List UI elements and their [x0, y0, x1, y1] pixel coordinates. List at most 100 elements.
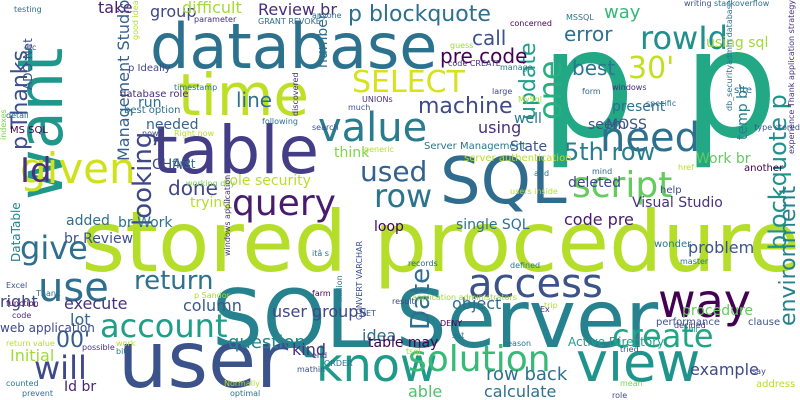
word-account: account: [100, 307, 228, 345]
word-group: group: [150, 2, 197, 21]
word-help: help: [660, 185, 682, 196]
word-work: work: [116, 339, 136, 348]
word-know: know: [316, 338, 438, 392]
word-take: take: [98, 0, 133, 17]
word-visual-studio: Visual Studio: [632, 195, 723, 211]
word-result: result: [392, 297, 415, 306]
word-right-now: Right now: [174, 129, 215, 138]
word-return: return: [134, 266, 214, 296]
word-using: using: [478, 118, 522, 137]
word-reason: reason: [504, 339, 532, 348]
word-million: million: [335, 275, 344, 302]
word-active-directory: Active Directory: [568, 335, 665, 349]
word-pre-code: pre code: [440, 44, 528, 68]
word-site: site: [734, 85, 753, 96]
word-table-may: table may: [368, 335, 439, 351]
word-anyone: anyone: [312, 11, 342, 20]
word-best-option: best option: [124, 105, 181, 116]
word-generic: generic: [364, 145, 394, 154]
word-prevent: prevent: [22, 389, 53, 398]
word-able: able: [408, 382, 443, 400]
word-guess: guess: [450, 41, 474, 50]
word-column: column: [183, 296, 242, 315]
word-initial: Initial: [10, 346, 55, 365]
word-user: user: [118, 316, 289, 400]
word-given: given: [20, 144, 136, 193]
word-parameter: parameter: [194, 15, 237, 24]
word-work-br: Work br: [696, 151, 751, 167]
word-trying: trying: [190, 195, 232, 211]
word-id: Id: [20, 151, 52, 191]
word-call: call: [472, 26, 507, 50]
word-solution: solution: [408, 339, 551, 380]
word-script: script: [572, 165, 673, 206]
word-p-blockquote: p blockquote: [348, 2, 491, 27]
word-code-create: code CREATE: [448, 59, 501, 68]
word-thank: Thank: [36, 289, 61, 298]
word-review-br: Review br: [258, 0, 337, 19]
word-query: query: [232, 183, 336, 224]
word-possible: possible: [82, 343, 115, 352]
word-etc: etc: [24, 43, 37, 52]
word-mssql: MSSQL: [566, 13, 594, 22]
word-server-authentication: server authentication: [464, 153, 572, 164]
word-looking: looking: [128, 131, 158, 226]
word-concerned: concerned: [510, 19, 552, 28]
word-time: time: [178, 61, 310, 129]
word-specific: specific: [646, 99, 677, 108]
word-testing: testing: [14, 5, 42, 14]
word-mean: mean: [620, 379, 643, 388]
word-farm: farm: [312, 289, 331, 298]
word-line: line: [236, 88, 273, 112]
word-mysql: MySql: [518, 95, 543, 104]
word-first: first: [172, 157, 196, 171]
word-decided: decided: [674, 321, 706, 330]
word-br-work: br Work: [118, 215, 173, 231]
word-problem: problem: [688, 238, 755, 257]
word-cell: cell: [684, 325, 698, 334]
word-table: table: [152, 112, 320, 189]
word-needed: needed: [146, 117, 199, 133]
word-optimal: optimal: [230, 389, 261, 398]
word-moss: MOSS: [606, 117, 647, 133]
word-its: itâ s: [312, 249, 329, 258]
word-right: right: [0, 292, 38, 311]
word-tried: tried: [620, 345, 639, 354]
word-following: following: [262, 117, 298, 126]
word-access: access: [468, 261, 603, 307]
word-example: example: [690, 360, 759, 379]
word-give: give: [20, 229, 88, 267]
word-run: run: [138, 95, 162, 111]
word-management-studio: Management Studio: [114, 0, 133, 162]
word-p-sandor: p Sandor: [194, 291, 230, 300]
word-detail: detail: [6, 111, 29, 120]
word-trip: trip: [544, 301, 558, 310]
word-think: think: [334, 145, 370, 161]
word-good-idea: good idea: [131, 0, 140, 40]
word-deleted: deleted: [568, 175, 621, 191]
word-use: use: [38, 265, 109, 311]
word-state: State: [510, 139, 548, 155]
word-00: 00': [56, 328, 91, 353]
word-idea: idea: [362, 326, 397, 345]
word-row: row: [374, 177, 433, 215]
word-performance: performance: [656, 317, 721, 328]
word-stored-procedure: stored procedure: [81, 193, 800, 291]
word-seem: seem: [588, 117, 627, 133]
word-grant-revoke: GRANT REVOKE: [258, 17, 321, 26]
word-id-br: Id br: [64, 379, 97, 395]
word-role: role: [612, 391, 628, 400]
word-need: need: [600, 115, 700, 161]
word-30: 30': [628, 51, 675, 86]
word-row-back: row back: [486, 364, 568, 385]
word-database-role: database role: [120, 89, 189, 100]
word-will: will: [34, 349, 87, 387]
word-wonder: wonder: [654, 239, 692, 250]
word-add: add: [534, 169, 550, 178]
word-added: added: [66, 213, 110, 229]
word-experience-thank-application-strategy: experience Thank application strategy: [787, 0, 796, 155]
word-machine: machine: [418, 94, 513, 119]
word-address: address: [756, 379, 796, 390]
word-lot: lot: [70, 310, 91, 329]
